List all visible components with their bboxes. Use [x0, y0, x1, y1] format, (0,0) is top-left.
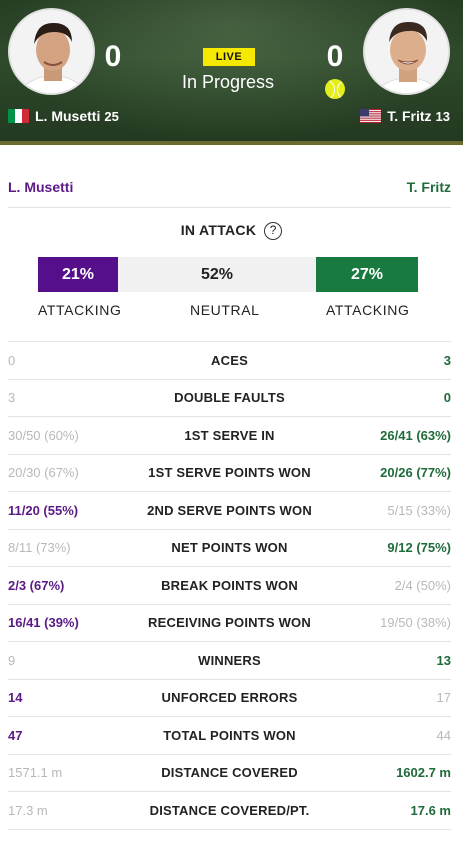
stat-label: 1ST SERVE POINTS WON [148, 465, 311, 481]
flag-italy-icon [8, 109, 29, 123]
stat-row-distance-covered: 1571.1 m DISTANCE COVERED 1602.7 m [8, 755, 451, 792]
stat-label: NET POINTS WON [171, 540, 288, 556]
match-header: 0 LIVE In Progress 0 L. Musetti 25 [0, 0, 463, 145]
player1-stat-value: 3 [8, 390, 16, 406]
player1-score: 0 [104, 40, 122, 73]
player2-stat-value: 0 [443, 390, 451, 406]
player2-header-name: T. Fritz [387, 108, 432, 124]
help-question-icon[interactable]: ? [264, 222, 283, 241]
player1-stat-value: 1571.1 m [8, 765, 63, 781]
section-divider [8, 341, 451, 342]
stat-row-first-serve-points-won: 20/30 (67%) 1ST SERVE POINTS WON 20/26 (… [8, 455, 451, 492]
player2-stat-value: 5/15 (33%) [387, 502, 451, 518]
in-attack-heading: IN ATTACK? [0, 222, 463, 241]
player2-header-info: T. Fritz 13 [360, 108, 450, 124]
stat-row-total-points-won: 47 TOTAL POINTS WON 44 [8, 717, 451, 755]
player1-avatar [8, 8, 95, 95]
player1-header-info: L. Musetti 25 [8, 108, 119, 124]
stats-table: 0 ACES 3 3 DOUBLE FAULTS 0 30/50 (60%) 1… [8, 342, 451, 830]
player2-stat-value: 13 [436, 652, 451, 668]
player2-stat-value: 44 [436, 727, 451, 743]
stat-row-unforced-errors: 14 UNFORCED ERRORS 17 [8, 680, 451, 717]
player1-stat-value: 30/50 (60%) [8, 427, 79, 443]
stat-label: DISTANCE COVERED/PT. [149, 802, 310, 818]
player1-attacking-label: ATTACKING [38, 302, 122, 318]
player1-stat-value: 0 [8, 352, 16, 368]
stat-label: UNFORCED ERRORS [161, 690, 298, 706]
player2-stat-value: 17 [436, 690, 451, 706]
stat-label: 1ST SERVE IN [184, 427, 275, 443]
player1-stat-value: 14 [8, 690, 23, 706]
player1-stat-value: 8/11 (73%) [8, 540, 71, 556]
player1-header-name: L. Musetti [35, 108, 101, 124]
player1-stat-value: 16/41 (39%) [8, 615, 79, 631]
player2-stat-value: 2/4 (50%) [394, 577, 451, 593]
player2-stat-value: 3 [443, 352, 451, 368]
player2-seed: 13 [435, 108, 450, 124]
player2-stat-value: 26/41 (63%) [380, 427, 451, 443]
stat-row-first-serve-in: 30/50 (60%) 1ST SERVE IN 26/41 (63%) [8, 417, 451, 455]
player2-stat-value: 19/50 (38%) [380, 615, 451, 631]
player1-stat-value: 20/30 (67%) [8, 465, 79, 481]
player2-stat-value: 9/12 (75%) [387, 540, 451, 556]
stat-label: WINNERS [198, 652, 261, 668]
player2-attacking-label: ATTACKING [326, 302, 410, 318]
player2-stat-value: 1602.7 m [396, 765, 451, 781]
stat-row-net-points-won: 8/11 (73%) NET POINTS WON 9/12 (75%) [8, 530, 451, 567]
player1-stat-value: 47 [8, 727, 23, 743]
player2-name: T. Fritz [406, 178, 451, 195]
stat-label: DOUBLE FAULTS [174, 390, 285, 406]
neutral-bar: 52% [118, 257, 316, 292]
player2-stat-value: 17.6 m [410, 802, 451, 818]
stat-label: ACES [211, 352, 248, 368]
player2-avatar [363, 8, 450, 95]
stat-row-double-faults: 3 DOUBLE FAULTS 0 [8, 380, 451, 417]
tennis-ball-serving-icon [325, 79, 345, 99]
stat-row-winners: 9 WINNERS 13 [8, 642, 451, 680]
player1-name: L. Musetti [8, 178, 74, 195]
stat-row-distance-covered-per-point: 17.3 m DISTANCE COVERED/PT. 17.6 m [8, 792, 451, 830]
header-divider [0, 141, 463, 145]
match-status: In Progress [181, 72, 275, 92]
stat-row-second-serve-points-won: 11/20 (55%) 2ND SERVE POINTS WON 5/15 (3… [8, 492, 451, 530]
player2-stat-value: 20/26 (77%) [380, 465, 451, 481]
stat-row-aces: 0 ACES 3 [8, 342, 451, 380]
neutral-label: NEUTRAL [190, 302, 260, 318]
stat-label: RECEIVING POINTS WON [148, 615, 311, 631]
stat-label: 2ND SERVE POINTS WON [147, 502, 312, 518]
player1-stat-value: 2/3 (67%) [8, 577, 65, 593]
stat-label: DISTANCE COVERED [161, 765, 298, 781]
stat-label: BREAK POINTS WON [161, 577, 298, 593]
live-badge: LIVE [203, 48, 255, 66]
in-attack-title: IN ATTACK [180, 222, 257, 238]
player1-stat-value: 9 [8, 652, 16, 668]
player-names-row: L. Musetti T. Fritz [8, 166, 451, 208]
stat-row-receiving-points-won: 16/41 (39%) RECEIVING POINTS WON 19/50 (… [8, 605, 451, 642]
stat-row-break-points-won: 2/3 (67%) BREAK POINTS WON 2/4 (50%) [8, 567, 451, 605]
player2-score: 0 [326, 40, 344, 73]
attack-labels: ATTACKING NEUTRAL ATTACKING [0, 302, 463, 320]
player1-stat-value: 17.3 m [8, 802, 48, 818]
flag-usa-icon [360, 109, 382, 123]
stat-label: TOTAL POINTS WON [163, 727, 296, 743]
attack-distribution-bar: 21% 52% 27% [38, 257, 418, 292]
player2-attacking-bar: 27% [316, 257, 418, 292]
player1-stat-value: 11/20 (55%) [8, 502, 79, 518]
player1-attacking-bar: 21% [38, 257, 118, 292]
player1-seed: 25 [104, 108, 119, 124]
